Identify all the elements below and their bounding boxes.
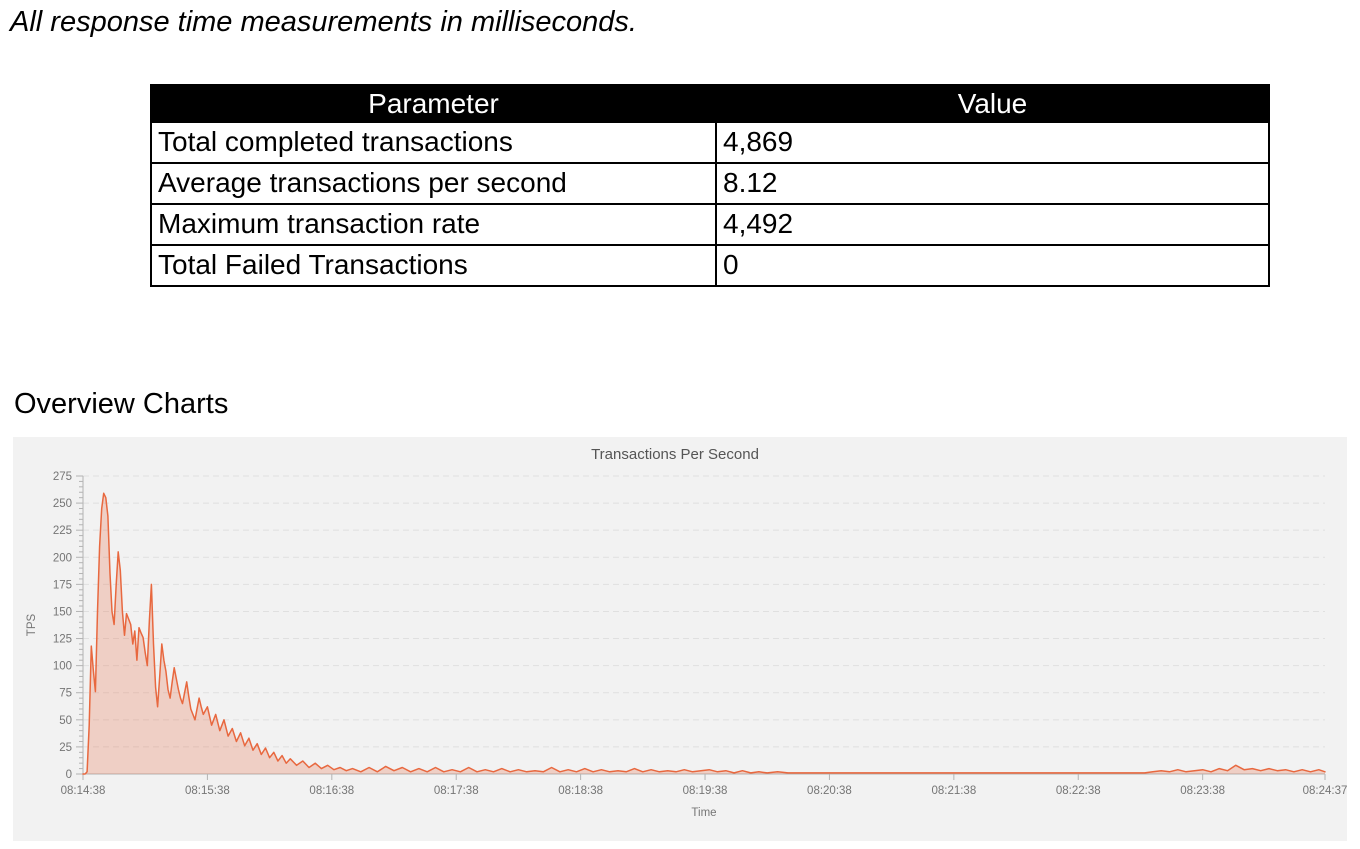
tps-area-fill — [83, 493, 1325, 774]
x-tick-label: 08:16:38 — [309, 785, 354, 797]
table-row: Total completed transactions 4,869 — [150, 121, 1270, 164]
table-row: Total Failed Transactions 0 — [150, 244, 1270, 287]
x-tick-label: 08:19:38 — [683, 785, 728, 797]
y-tick-label: 175 — [53, 579, 72, 591]
y-tick-label: 75 — [59, 688, 72, 700]
summary-table-header-parameter: Parameter — [150, 84, 717, 123]
y-tick-label: 100 — [53, 661, 72, 673]
x-tick-label: 08:23:38 — [1180, 785, 1225, 797]
tps-chart: 08:14:38 08:15:38 08:16:38 08:17:38 08:18:38… — [26, 446, 1348, 819]
summary-table: Parameter Value Total completed transact… — [150, 84, 1270, 287]
y-tick-label: 25 — [59, 742, 72, 754]
value-cell: 4,869 — [715, 121, 1270, 164]
y-tick-label: 0 — [66, 769, 72, 781]
summary-table-header-value: Value — [715, 84, 1270, 123]
tps-chart-panel: 08:14:38 08:15:38 08:16:38 08:17:38 08:18:38… — [13, 437, 1347, 841]
x-tick-label: 08:21:38 — [931, 785, 976, 797]
x-tick-label: 08:24:37 — [1303, 785, 1348, 797]
x-tick-label: 08:14:38 — [61, 785, 106, 797]
y-tick-label: 250 — [53, 498, 72, 510]
table-row: Average transactions per second 8.12 — [150, 162, 1270, 205]
chart-title: Transactions Per Second — [591, 446, 759, 463]
value-cell: 8.12 — [715, 162, 1270, 205]
y-axis-title: TPS — [26, 613, 38, 636]
tps-line — [82, 492, 1326, 775]
table-row: Maximum transaction rate 4,492 — [150, 203, 1270, 246]
y-tick-label: 225 — [53, 525, 72, 537]
y-tick-label: 50 — [59, 715, 72, 727]
parameter-cell: Total completed transactions — [150, 121, 717, 164]
x-tick-label: 08:20:38 — [807, 785, 852, 797]
section-title-overview-charts: Overview Charts — [14, 388, 229, 420]
parameter-cell: Average transactions per second — [150, 162, 717, 205]
summary-table-header-row: Parameter Value — [150, 84, 1270, 123]
parameter-cell: Total Failed Transactions — [150, 244, 717, 287]
x-tick-label: 08:15:38 — [185, 785, 230, 797]
y-tick-label: 125 — [53, 634, 72, 646]
value-cell: 4,492 — [715, 203, 1270, 246]
intro-note: All response time measurements in millis… — [10, 6, 637, 38]
x-tick-label: 08:18:38 — [558, 785, 603, 797]
x-tick-label: 08:17:38 — [434, 785, 479, 797]
value-cell: 0 — [715, 244, 1270, 287]
x-axis-title: Time — [691, 807, 716, 819]
y-tick-label: 150 — [53, 606, 72, 618]
y-tick-label: 200 — [53, 552, 72, 564]
y-tick-label: 275 — [53, 471, 72, 483]
parameter-cell: Maximum transaction rate — [150, 203, 717, 246]
x-tick-label: 08:22:38 — [1056, 785, 1101, 797]
